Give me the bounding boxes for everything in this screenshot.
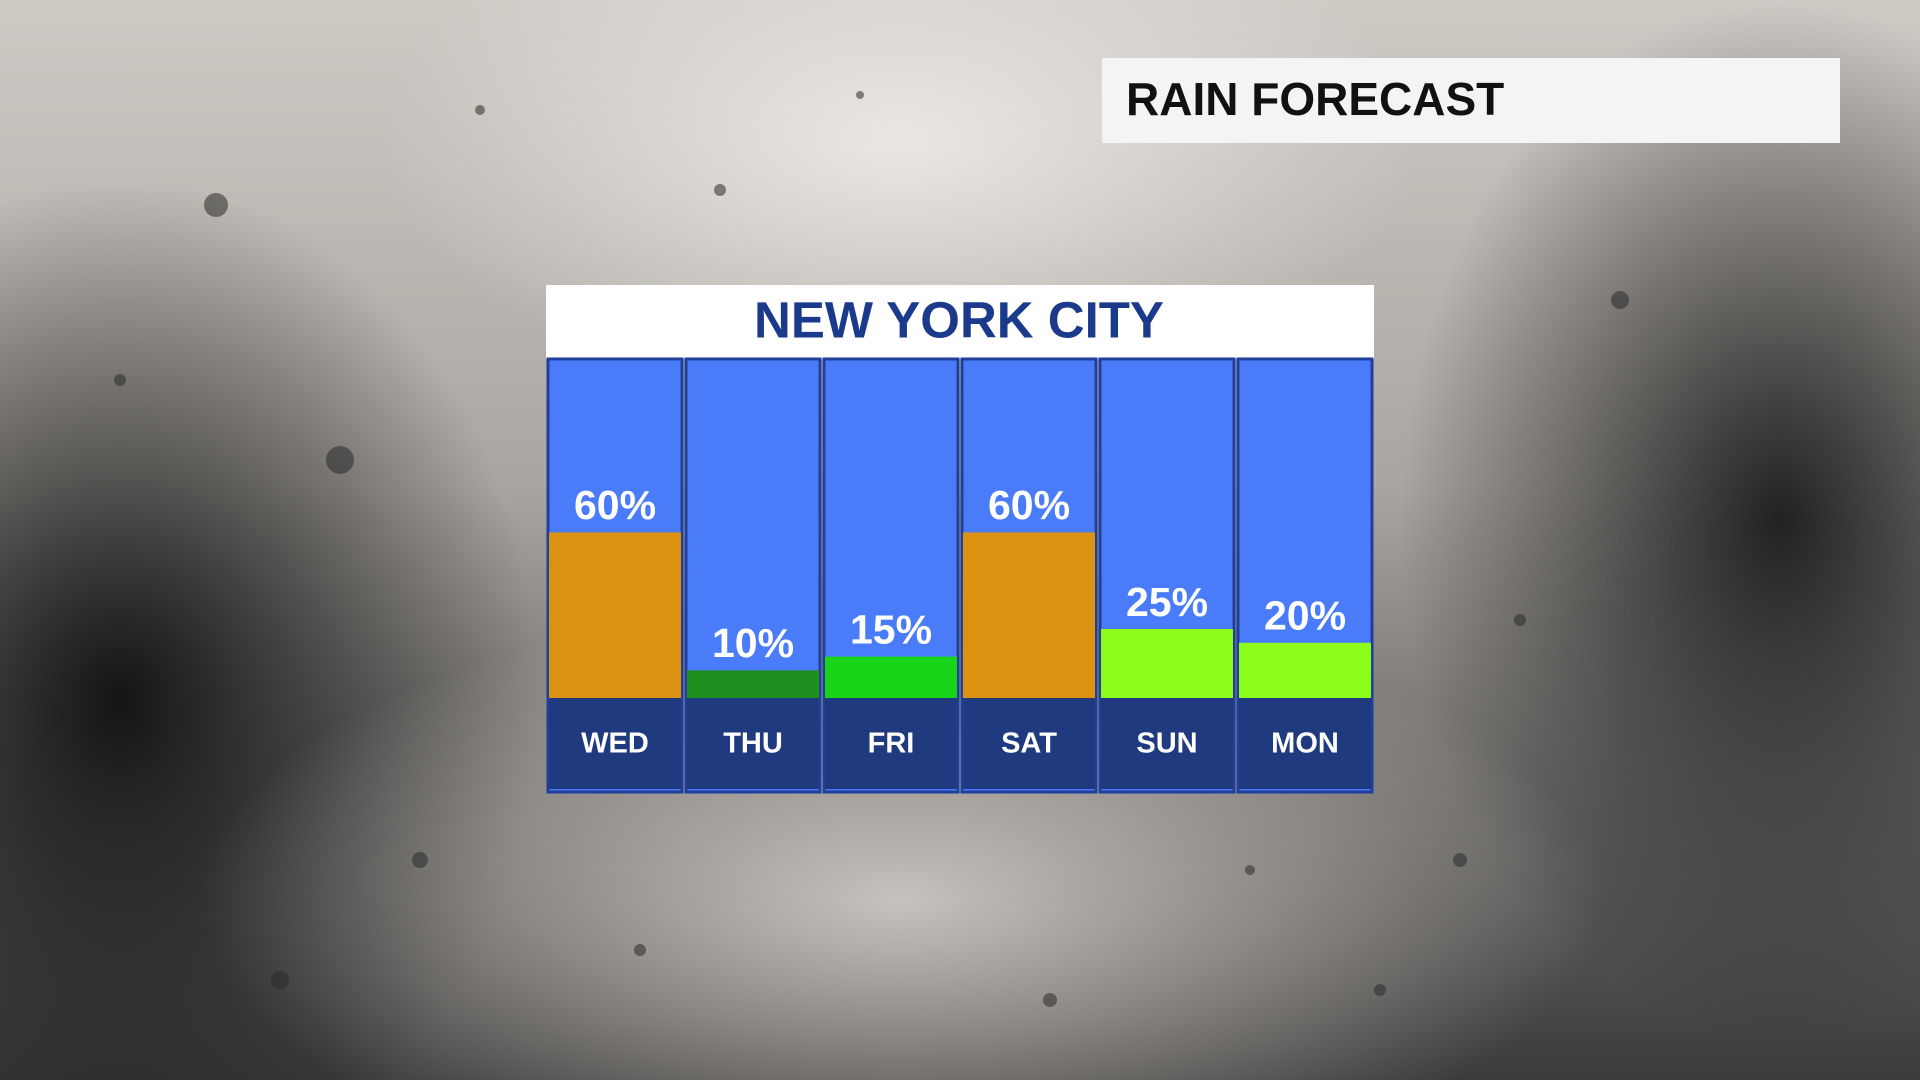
x-tick-label: FRI [868, 728, 915, 760]
day-band [963, 698, 1095, 789]
day-band [825, 698, 957, 789]
day-band [1101, 698, 1233, 789]
x-tick-label: THU [723, 728, 783, 760]
value-label: 20% [1264, 593, 1346, 639]
bar [1239, 642, 1371, 698]
bar [1101, 629, 1233, 698]
x-tick-label: SAT [1001, 728, 1057, 760]
rain-drops [114, 91, 1629, 1007]
chart-title: NEW YORK CITY [754, 291, 1164, 348]
value-label: 15% [850, 606, 932, 652]
header-box [1102, 58, 1840, 143]
value-label: 25% [1126, 579, 1208, 625]
bar [549, 532, 681, 698]
bar [963, 532, 1095, 698]
bar [687, 670, 819, 698]
x-tick-label: SUN [1136, 728, 1197, 760]
value-label: 60% [988, 482, 1070, 528]
day-band [549, 698, 681, 789]
value-label: 10% [712, 620, 794, 666]
day-band [687, 698, 819, 789]
header-title: RAIN FORECAST [1126, 73, 1504, 125]
bar [825, 656, 957, 698]
x-tick-label: WED [581, 728, 649, 760]
value-label: 60% [574, 482, 656, 528]
chart-title-box [546, 285, 1374, 359]
day-band [1239, 698, 1371, 789]
x-tick-label: MON [1271, 728, 1339, 760]
